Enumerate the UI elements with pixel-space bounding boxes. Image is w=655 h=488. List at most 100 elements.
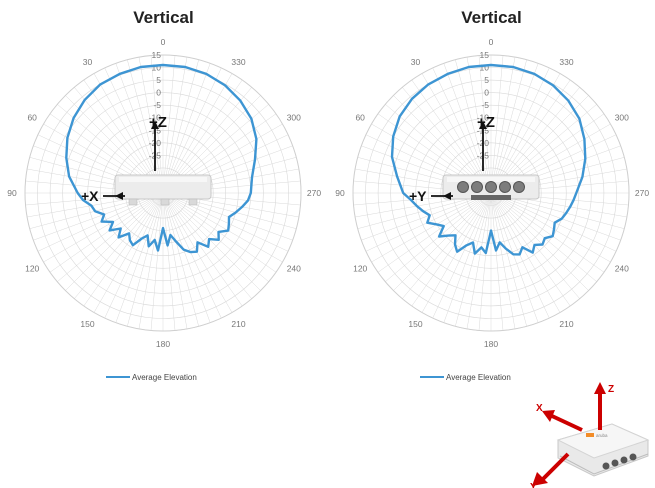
grid-spoke: [104, 67, 164, 194]
grid-ring: [390, 92, 592, 294]
grid-spoke: [478, 55, 492, 194]
radial-tick-label: 5: [484, 75, 489, 85]
grid-spoke: [490, 73, 561, 194]
angle-tick-label: 150: [80, 319, 94, 329]
grid-spoke: [162, 192, 261, 291]
angle-tick-label: 60: [355, 113, 365, 123]
series-line-average-elevation: [390, 63, 587, 256]
grid-spoke: [162, 57, 188, 194]
grid-spoke: [421, 73, 492, 194]
grid-spoke: [421, 192, 492, 313]
radial-tick-label: 10: [152, 63, 162, 73]
grid-spoke: [138, 192, 164, 329]
grid-spoke: [115, 192, 164, 323]
x-axis-arrow: X: [536, 403, 583, 432]
angle-tick-label: 270: [307, 188, 321, 198]
grid-ring: [37, 67, 289, 319]
angle-tick-label: 30: [83, 57, 93, 67]
grid-spoke: [393, 192, 492, 291]
angle-tick-label: 330: [231, 57, 245, 67]
z-axis-label: Z: [608, 384, 614, 395]
grid-spoke: [371, 192, 492, 263]
grid-spoke: [490, 192, 504, 331]
grid-spoke: [162, 192, 289, 252]
grid-spoke: [385, 192, 492, 282]
grid-spoke: [162, 67, 222, 194]
grid-spoke: [162, 192, 243, 307]
radial-tick-label: 5: [156, 75, 161, 85]
grid-spoke: [490, 192, 550, 319]
grid-ring: [365, 67, 617, 319]
grid-spoke: [49, 192, 164, 273]
chart-legend: Average Elevation: [106, 371, 197, 383]
polar-chart-right: Vertical 151050-5-10-15-20-2503060901201…: [328, 0, 655, 488]
grid-ring: [428, 130, 555, 257]
grid-ring: [49, 79, 277, 307]
angle-tick-label: 0: [489, 37, 494, 47]
grid-ring: [415, 117, 567, 269]
grid-spoke: [490, 59, 527, 194]
grid-ring: [440, 142, 542, 244]
grid-spoke: [33, 192, 164, 241]
angle-tick-label: 90: [7, 188, 17, 198]
grid-spoke: [162, 192, 188, 329]
grid-spoke: [162, 63, 211, 194]
grid-spoke: [478, 192, 492, 331]
grid-spoke: [43, 192, 164, 263]
polar-chart-left: Vertical 151050-5-10-15-20-2503060901201…: [0, 0, 327, 488]
grid-spoke: [455, 192, 492, 327]
grid-spoke: [83, 192, 164, 307]
grid-spoke: [490, 192, 527, 327]
grid-spoke: [104, 192, 164, 319]
grid-spoke: [490, 192, 571, 307]
legend-swatch: [420, 376, 444, 378]
x-axis-label: +Y: [409, 188, 427, 204]
grid-spoke: [443, 192, 492, 323]
grid-spoke: [432, 192, 492, 319]
grid-spoke: [162, 192, 222, 319]
grid-spoke: [490, 57, 516, 194]
grid-spoke: [455, 59, 492, 194]
z-axis-label: +Z: [477, 114, 495, 131]
legend-label: Average Elevation: [132, 372, 197, 382]
polar-plot-svg: 151050-5-10-15-20-2503060901201501802102…: [7, 37, 321, 349]
angle-tick-label: 210: [559, 319, 573, 329]
radial-tick-label: 15: [152, 50, 162, 60]
grid-spoke: [162, 55, 176, 194]
grid-spoke: [83, 79, 164, 194]
angle-tick-label: 300: [615, 113, 629, 123]
grid-spoke: [162, 192, 199, 327]
grid-spoke: [490, 192, 589, 291]
grid-ring: [62, 92, 264, 294]
angle-tick-label: 0: [161, 37, 166, 47]
device-brand-label: aruba: [596, 433, 608, 438]
grid-spoke: [138, 57, 164, 194]
y-axis-arrow: Y: [530, 452, 570, 488]
angle-tick-label: 120: [353, 264, 367, 274]
grid-spoke: [65, 192, 164, 291]
radial-tick-label: 10: [480, 63, 490, 73]
angle-tick-label: 180: [156, 339, 170, 349]
angle-tick-label: 240: [287, 264, 301, 274]
x-axis-label: X: [536, 403, 543, 414]
grid-spoke: [162, 192, 176, 331]
grid-spoke: [432, 67, 492, 194]
grid-spoke: [490, 63, 539, 194]
chart-title: Vertical: [461, 8, 522, 27]
radial-tick-label: -5: [481, 100, 489, 110]
axis-arrows: [431, 121, 487, 200]
grid-ring: [112, 142, 214, 244]
angle-tick-label: 180: [484, 339, 498, 349]
grid-spoke: [127, 59, 164, 194]
radial-tick-label: -5: [153, 100, 161, 110]
grid-spoke: [115, 63, 164, 194]
grid-spoke: [162, 192, 211, 323]
grid-spoke: [57, 192, 164, 282]
grid-spoke: [466, 192, 492, 329]
angle-tick-label: 120: [25, 264, 39, 274]
angle-tick-label: 330: [559, 57, 573, 67]
grid-spoke: [74, 192, 164, 299]
grid-ring: [377, 79, 605, 307]
device-orientation-inset: aruba Z X Y: [530, 382, 650, 488]
radial-tick-label: -10: [477, 113, 490, 123]
